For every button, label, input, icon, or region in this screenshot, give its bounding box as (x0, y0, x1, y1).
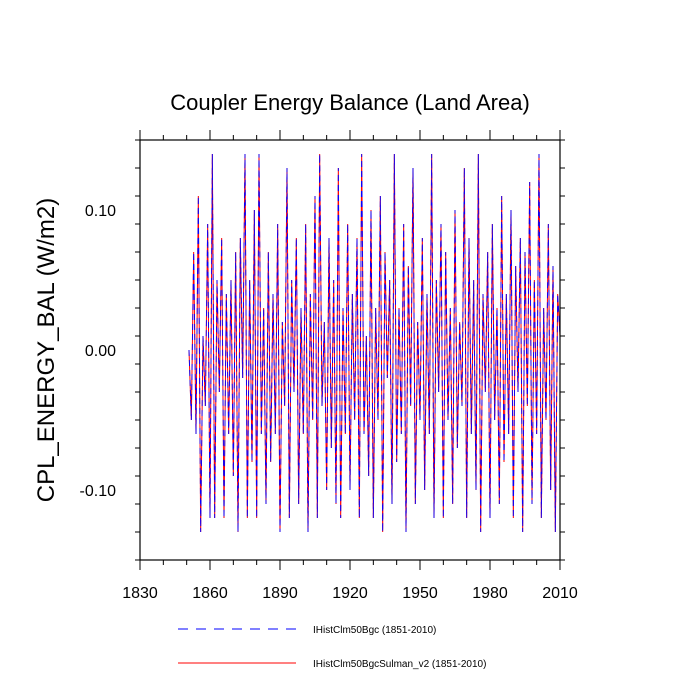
legend: IHistClm50Bgc (1851-2010) IHistClm50BgcSu… (178, 625, 486, 670)
series-line-0 (188, 153, 561, 533)
x-tick-label: 1890 (262, 585, 298, 602)
x-tick-label: 1920 (332, 585, 368, 602)
y-tick-label: 0.00 (85, 343, 116, 360)
y-tick-label: 0.10 (85, 203, 116, 220)
axis-ticks: 1830 1860 1890 1920 1950 1980 2010 -0.10 0.00 0.1… (80, 130, 578, 602)
y-tick-label: -0.10 (80, 483, 117, 500)
x-tick-label: 1980 (472, 585, 508, 602)
series-line-1 (188, 153, 561, 533)
series-layer (188, 153, 561, 533)
x-tick-label: 2010 (542, 585, 578, 602)
x-tick-label: 1950 (402, 585, 438, 602)
chart-title: Coupler Energy Balance (Land Area) (170, 90, 530, 115)
x-tick-label: 1830 (122, 585, 158, 602)
legend-label-0: IHistClm50Bgc (1851-2010) (313, 625, 436, 636)
y-axis-label: CPL_ENERGY_BAL (W/m2) (33, 198, 60, 503)
x-tick-label: 1860 (192, 585, 228, 602)
legend-label-1: IHistClm50BgcSulman_v2 (1851-2010) (313, 659, 486, 670)
